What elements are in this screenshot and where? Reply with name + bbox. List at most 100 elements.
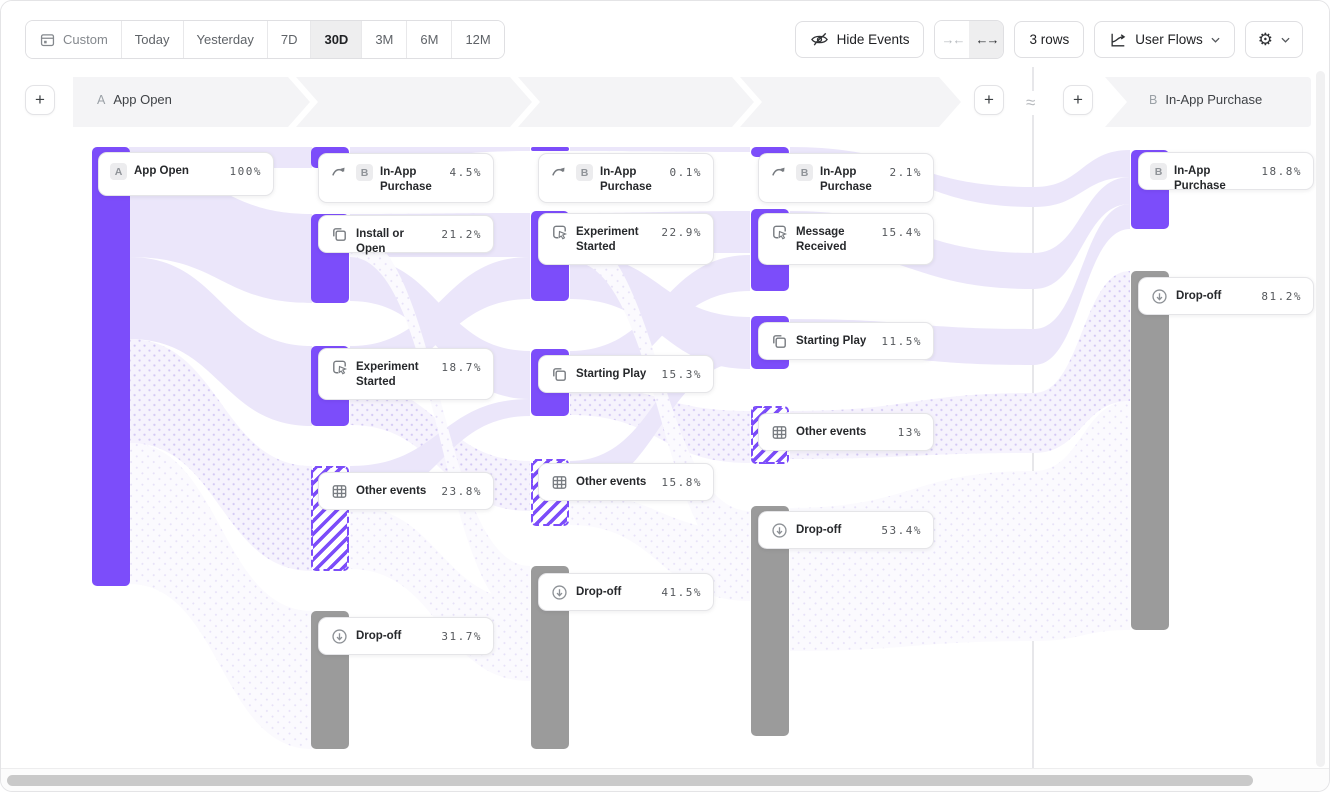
toolbar: Custom Today Yesterday 7D 30D 3M 6M 12M … bbox=[1, 1, 1329, 67]
step-b-header[interactable]: B In-App Purchase bbox=[1149, 92, 1262, 107]
flow-bar-in-app-purchase[interactable] bbox=[531, 147, 569, 151]
event-percentage: 81.2% bbox=[1261, 290, 1302, 303]
event-letter-badge: B bbox=[1150, 163, 1167, 180]
rows-button[interactable]: 3 rows bbox=[1014, 21, 1085, 58]
flow-node-other-events[interactable]: Other events 23.8% bbox=[318, 472, 494, 510]
flow-bar-app-open[interactable] bbox=[92, 147, 130, 586]
vertical-scrollbar-track[interactable] bbox=[1316, 71, 1325, 767]
flow-node-app-open[interactable]: A App Open 100% bbox=[98, 152, 274, 196]
event-label: App Open bbox=[134, 165, 189, 177]
date-range-12m[interactable]: 12M bbox=[451, 21, 504, 58]
event-label: In-App Purchase bbox=[1174, 165, 1226, 192]
down-icon bbox=[1150, 287, 1169, 306]
event-label: Drop-off bbox=[356, 630, 402, 642]
jump-icon bbox=[550, 163, 569, 182]
jump-icon bbox=[330, 163, 349, 182]
event-percentage: 31.7% bbox=[441, 630, 482, 643]
eye-off-icon bbox=[810, 32, 828, 46]
flow-node-drop-off[interactable]: Drop-off 31.7% bbox=[318, 617, 494, 655]
date-range-yesterday[interactable]: Yesterday bbox=[182, 21, 267, 58]
flow-node-drop-off[interactable]: Drop-off 81.2% bbox=[1138, 277, 1314, 315]
date-range-custom[interactable]: Custom bbox=[26, 21, 121, 58]
event-percentage: 18.8% bbox=[1261, 165, 1302, 178]
flow-node-starting-play[interactable]: Starting Play 15.3% bbox=[538, 355, 714, 393]
flow-node-other-events[interactable]: Other events 13% bbox=[758, 413, 934, 451]
chevron-down-icon bbox=[1211, 37, 1220, 43]
event-percentage: 0.1% bbox=[669, 166, 702, 179]
flow-bar-in-app-purchase[interactable] bbox=[751, 147, 789, 157]
chevron-down-icon bbox=[1281, 37, 1290, 43]
column-width-toggle: →← ←→ bbox=[934, 20, 1005, 59]
horizontal-scrollbar-thumb[interactable] bbox=[7, 775, 1253, 786]
event-percentage: 2.1% bbox=[889, 166, 922, 179]
settings-dropdown[interactable]: ⚙ bbox=[1244, 21, 1303, 58]
date-range-group: Custom Today Yesterday 7D 30D 3M 6M 12M bbox=[25, 20, 505, 59]
event-letter-badge: B bbox=[576, 164, 593, 181]
date-range-30d[interactable]: 30D bbox=[310, 21, 362, 58]
event-percentage: 11.5% bbox=[881, 335, 922, 348]
collapse-columns-button[interactable]: →← bbox=[935, 21, 970, 58]
grid-icon bbox=[330, 482, 349, 501]
event-percentage: 15.4% bbox=[881, 226, 922, 239]
cursor-icon bbox=[550, 223, 569, 242]
add-step-far-left-button[interactable]: + bbox=[25, 85, 55, 115]
down-icon bbox=[770, 521, 789, 540]
add-step-left-button[interactable]: + bbox=[974, 85, 1004, 115]
calendar-icon bbox=[40, 34, 55, 47]
grid-icon bbox=[770, 423, 789, 442]
cursor-icon bbox=[770, 223, 789, 242]
event-label: In-App Purchase bbox=[820, 166, 872, 193]
view-type-dropdown[interactable]: User Flows bbox=[1094, 21, 1235, 58]
flow-node-starting-play[interactable]: Starting Play 11.5% bbox=[758, 322, 934, 360]
gear-icon: ⚙ bbox=[1257, 30, 1273, 49]
flow-node-in-app-purchase[interactable]: B In-App Purchase 4.5% bbox=[318, 153, 494, 203]
event-percentage: 23.8% bbox=[441, 485, 482, 498]
down-icon bbox=[550, 583, 569, 602]
flow-node-drop-off[interactable]: Drop-off 53.4% bbox=[758, 511, 934, 549]
down-icon bbox=[330, 627, 349, 646]
flow-node-install-or-open[interactable]: Install or Open 21.2% bbox=[318, 215, 494, 255]
event-percentage: 22.9% bbox=[661, 226, 702, 239]
flows-chart-icon bbox=[1111, 33, 1126, 47]
date-range-7d[interactable]: 7D bbox=[266, 21, 311, 58]
squares-icon bbox=[550, 365, 569, 384]
event-label: Other events bbox=[356, 485, 427, 497]
expand-columns-button[interactable]: ←→ bbox=[969, 21, 1004, 58]
squares-icon bbox=[770, 332, 789, 351]
flow-node-in-app-purchase[interactable]: B In-App Purchase 0.1% bbox=[538, 153, 714, 203]
flow-node-experiment-started[interactable]: Experiment Started 18.7% bbox=[318, 348, 494, 400]
flow-node-other-events[interactable]: Other events 15.8% bbox=[538, 463, 714, 501]
event-percentage: 53.4% bbox=[881, 524, 922, 537]
event-label: Drop-off bbox=[576, 586, 622, 598]
event-label: Message Received bbox=[796, 226, 847, 253]
flow-node-in-app-purchase[interactable]: B In-App Purchase 18.8% bbox=[1138, 152, 1314, 192]
date-range-6m[interactable]: 6M bbox=[406, 21, 452, 58]
event-label: Drop-off bbox=[1176, 290, 1222, 302]
event-letter-badge: A bbox=[110, 163, 127, 180]
jump-icon bbox=[770, 163, 789, 182]
event-percentage: 13% bbox=[897, 426, 922, 439]
step-banner bbox=[73, 77, 1311, 127]
event-label: Drop-off bbox=[796, 524, 842, 536]
flow-node-drop-off[interactable]: Drop-off 41.5% bbox=[538, 573, 714, 611]
add-step-right-button[interactable]: + bbox=[1063, 85, 1093, 115]
flow-node-experiment-started[interactable]: Experiment Started 22.9% bbox=[538, 213, 714, 265]
event-percentage: 4.5% bbox=[449, 166, 482, 179]
step-b-title: In-App Purchase bbox=[1165, 92, 1263, 107]
event-letter-badge: B bbox=[796, 164, 813, 181]
step-a-header[interactable]: A App Open bbox=[97, 92, 172, 107]
event-percentage: 100% bbox=[229, 165, 262, 178]
squares-icon bbox=[330, 225, 349, 244]
flow-node-in-app-purchase[interactable]: B In-App Purchase 2.1% bbox=[758, 153, 934, 203]
date-range-3m[interactable]: 3M bbox=[361, 21, 407, 58]
flow-bar-drop-off[interactable] bbox=[1131, 271, 1169, 630]
hide-events-button[interactable]: Hide Events bbox=[794, 21, 925, 58]
approx-equal-divider: ≈ bbox=[1023, 91, 1039, 115]
event-label: Experiment Started bbox=[356, 361, 419, 388]
flow-node-message-received[interactable]: Message Received 15.4% bbox=[758, 213, 934, 265]
date-range-today[interactable]: Today bbox=[120, 21, 183, 58]
cursor-icon bbox=[330, 358, 349, 377]
event-label: Experiment Started bbox=[576, 226, 639, 253]
